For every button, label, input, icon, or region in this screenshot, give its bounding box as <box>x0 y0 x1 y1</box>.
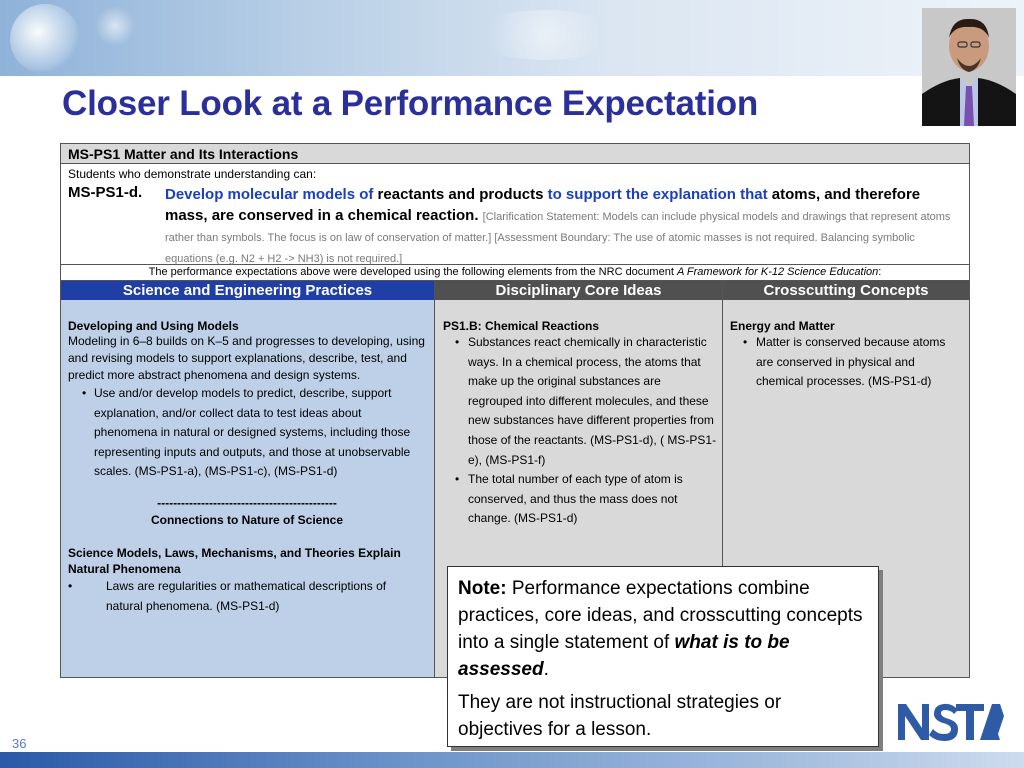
pe-header: MS-PS1 Matter and Its Interactions <box>61 144 969 164</box>
note-emphasis: what is to be assessed <box>458 632 790 680</box>
list-item: • Use and/or develop models to predict, d… <box>68 384 426 482</box>
slide-title: Closer Look at a Performance Expectation <box>62 84 759 123</box>
note-text: Performance expectations combine practic… <box>458 578 863 653</box>
nos-bullet-list: • Laws are regularities or mathematical d… <box>68 577 426 616</box>
pe-clarification: [Clarification Statement: Models can inc… <box>165 211 951 265</box>
pe-statement-practice-2: to support the explanation that <box>547 186 768 203</box>
pe-subheader: Students who demonstrate understanding c… <box>68 167 317 181</box>
pe-statement-content: reactants and products <box>373 186 548 203</box>
framework-note-text: The performance expectations above were … <box>148 266 677 278</box>
dci-bullet-list: • Substances react chemically in characte… <box>443 333 717 529</box>
top-banner <box>0 0 1024 76</box>
presenter-photo <box>922 8 1016 126</box>
ccc-bullet-list: • Matter is conserved because atoms are c… <box>730 333 962 392</box>
sep-column-header: Science and Engineering Practices <box>61 281 435 300</box>
dci-bullet-text: The total number of each type of atom is… <box>468 472 683 526</box>
bullet-icon: • <box>455 335 460 349</box>
list-item: • Laws are regularities or mathematical d… <box>68 577 426 616</box>
pe-code: MS-PS1-d. <box>68 184 143 201</box>
list-item: • Matter is conserved because atoms are c… <box>730 333 962 392</box>
sep-description: Modeling in 6–8 builds on K–5 and progre… <box>68 334 425 382</box>
bottom-banner <box>0 752 1024 768</box>
banner-glow <box>470 10 620 60</box>
nsta-logo <box>896 694 1006 751</box>
sep-bullet-list: • Use and/or develop models to predict, d… <box>68 384 426 482</box>
framework-note-colon: : <box>878 266 882 278</box>
pe-statement-concept: atoms, and therefore mass, are conserved… <box>165 186 921 224</box>
page-number: 36 <box>12 736 27 751</box>
bullet-icon: • <box>455 472 460 487</box>
dci-bullet-text: Substances react chemically in character… <box>468 335 717 467</box>
framework-note: The performance expectations above were … <box>61 265 969 281</box>
ccc-heading: Energy and Matter <box>730 319 835 333</box>
sep-heading: Developing and Using Models <box>68 319 239 333</box>
nos-heading: Science Models, Laws, Mechanisms, and Th… <box>68 545 401 576</box>
note-paragraph: Note: Performance expectations combine p… <box>458 575 868 683</box>
nos-divider: ----------------------------------------… <box>157 495 337 510</box>
dci-column-header: Disciplinary Core Ideas <box>435 281 723 300</box>
pe-statement: Develop molecular models of reactants an… <box>165 184 963 268</box>
list-item: • The total number of each type of atom i… <box>443 470 717 529</box>
dci-heading: PS1.B: Chemical Reactions <box>443 319 600 333</box>
note-paragraph-2: They are not instructional strategies or… <box>458 692 782 740</box>
ccc-bullet-text: Matter is conserved because atoms are co… <box>756 335 946 389</box>
ccc-column-header: Crosscutting Concepts <box>723 281 969 300</box>
nos-connections-heading: Connections to Nature of Science <box>150 512 344 527</box>
banner-glow <box>95 6 135 46</box>
bullet-icon: • <box>82 386 87 400</box>
nos-bullet-text: Laws are regularities or mathematical de… <box>106 578 387 613</box>
note-label: Note: <box>458 578 507 599</box>
note-callout: Note: Performance expectations combine p… <box>447 566 879 747</box>
pe-statement-box: Students who demonstrate understanding c… <box>61 165 969 265</box>
pe-statement-practice: Develop molecular models of <box>165 186 374 203</box>
banner-glow <box>10 4 80 74</box>
performance-expectation-table: MS-PS1 Matter and Its Interactions Stude… <box>60 143 970 678</box>
sep-bullet-text: Use and/or develop models to predict, de… <box>94 386 411 479</box>
list-item: • Substances react chemically in characte… <box>443 333 717 470</box>
framework-doc-title: A Framework for K-12 Science Education <box>676 266 879 278</box>
note-period: . <box>543 659 549 680</box>
bullet-icon: • <box>743 335 748 349</box>
bullet-icon: • <box>68 578 73 593</box>
sep-column: Developing and Using Models Modeling in … <box>61 300 435 677</box>
